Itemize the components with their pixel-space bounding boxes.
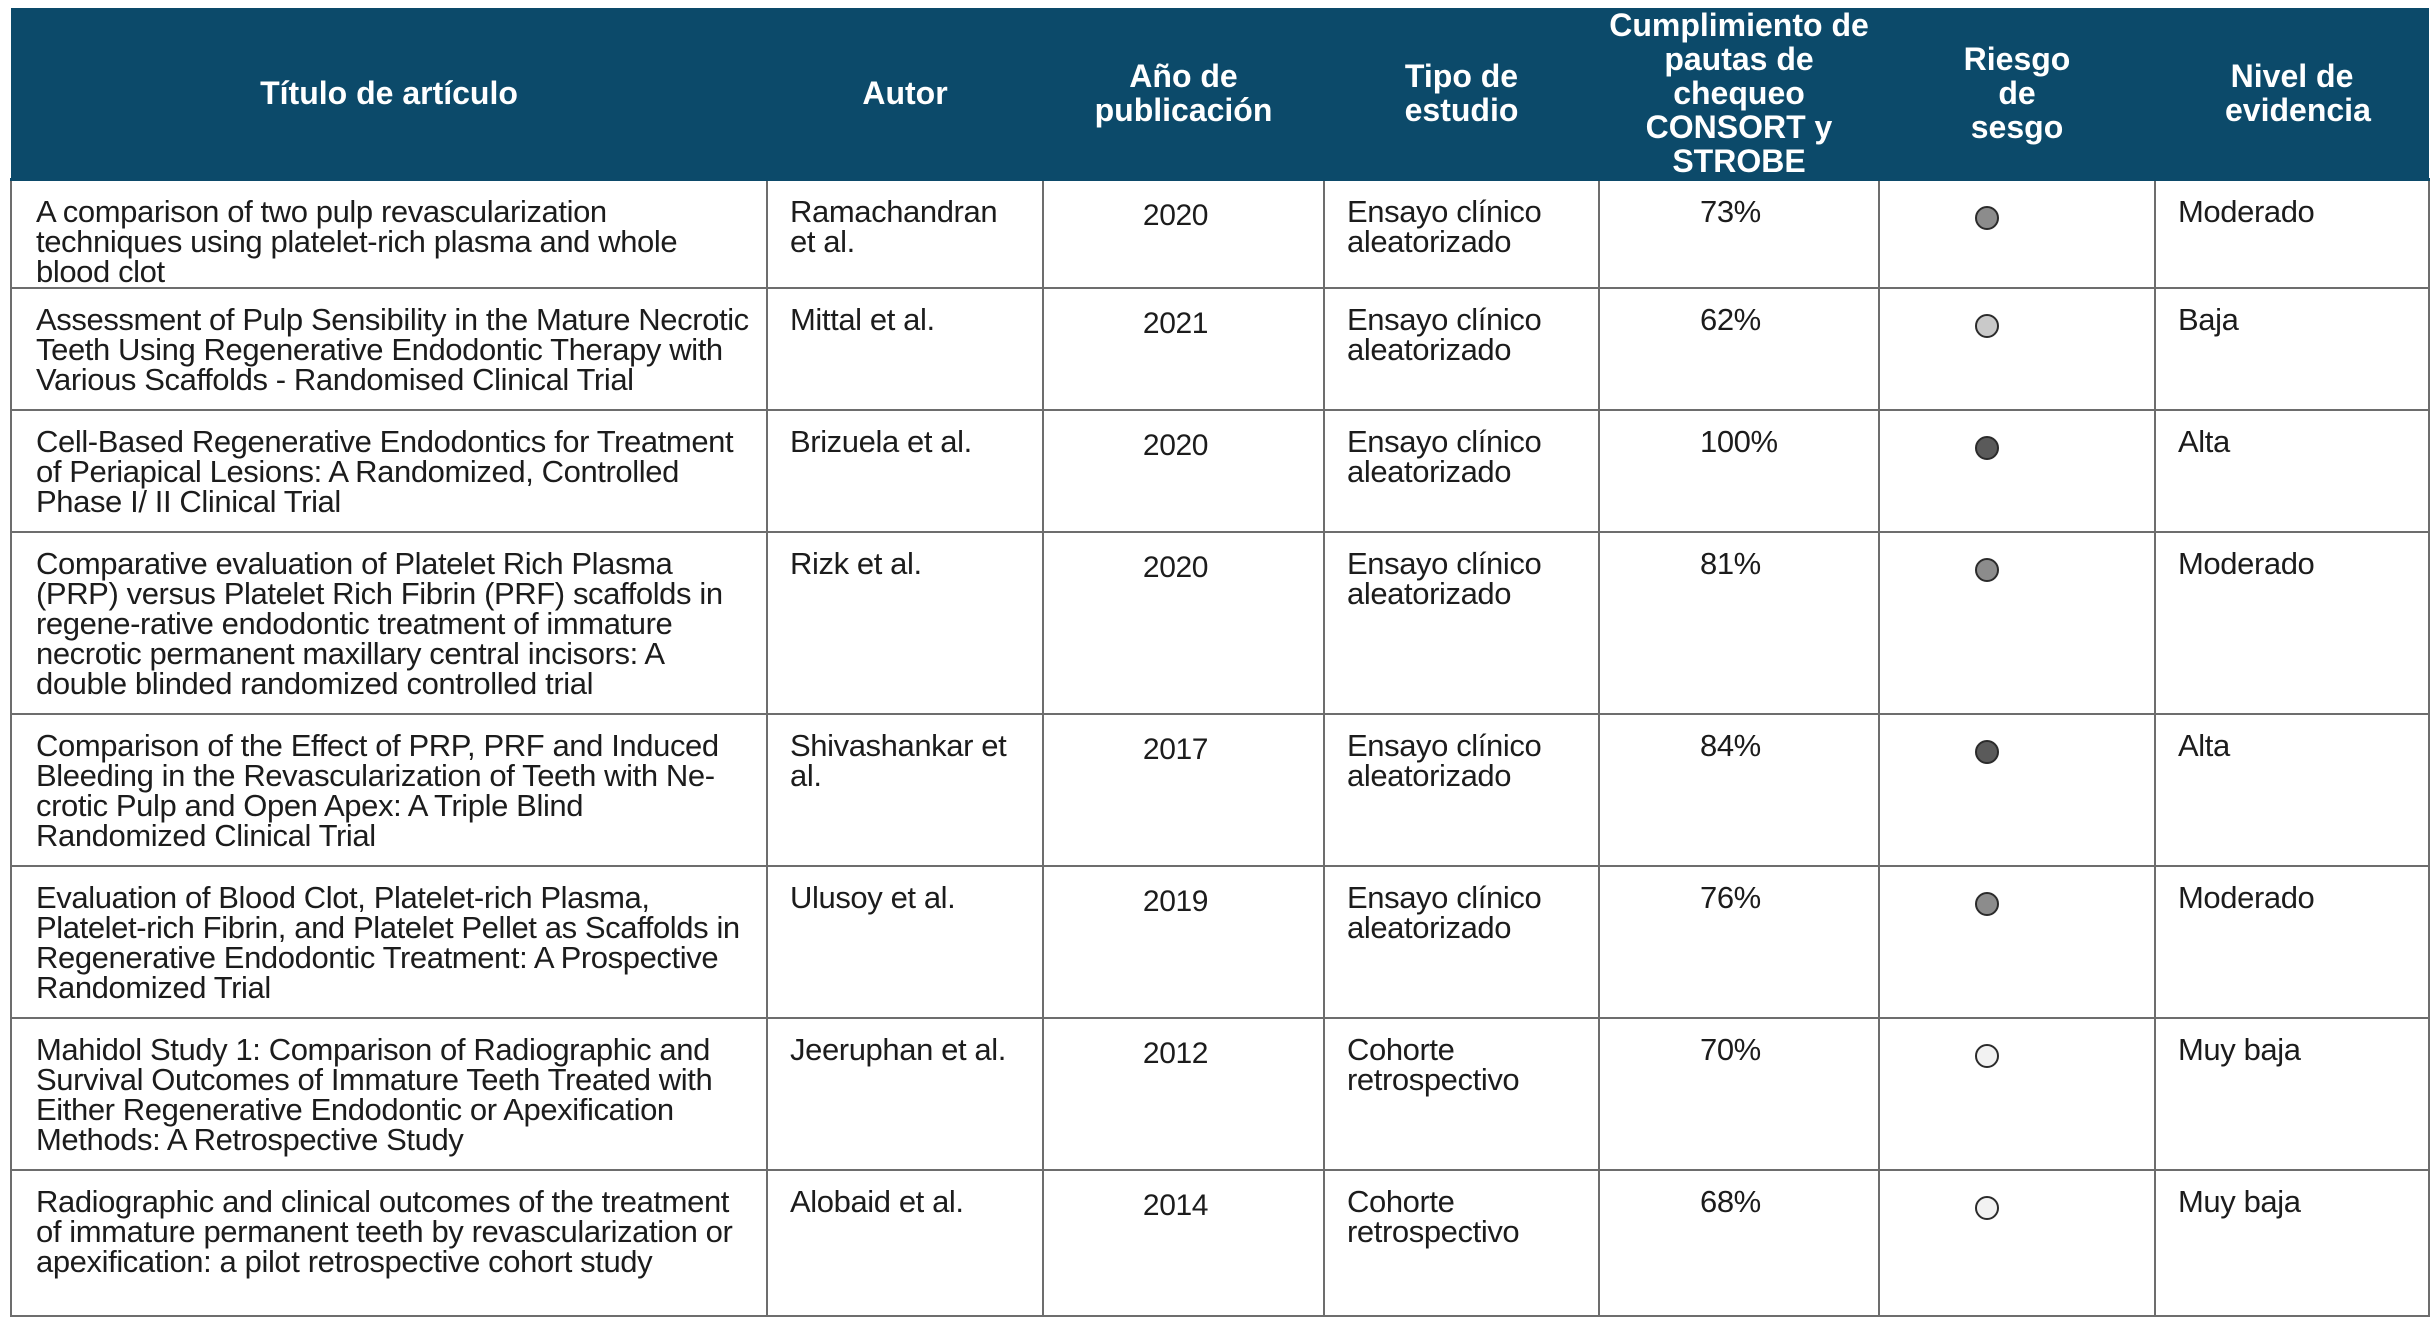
author-cell: Jeeruphan et al.: [766, 1017, 1044, 1171]
compliance-cell: 68%: [1598, 1169, 1880, 1317]
compliance-cell: 76%: [1598, 865, 1880, 1019]
header-risk: Riesgo de sesgo: [1879, 8, 2155, 181]
table-body: A comparison of two pulp revascularizati…: [10, 178, 2430, 1317]
article-title-cell: Comparative evaluation of Platelet Rich …: [10, 531, 768, 715]
evidence-level-cell: Moderado: [2154, 865, 2430, 1019]
evidence-table: Título de artículo Autor Año de publicac…: [10, 8, 2430, 1317]
evidence-level-cell: Muy baja: [2154, 1017, 2430, 1171]
header-level: Nivel de evidencia: [2155, 8, 2429, 181]
study-type-cell: Ensayo clínico aleatorizado: [1323, 409, 1600, 533]
risk-indicator-dot: [1975, 436, 1999, 460]
header-compliance: Cumplimiento de pautas de chequeo CONSOR…: [1599, 8, 1879, 181]
article-title-cell: Radiographic and clinical outcomes of th…: [10, 1169, 768, 1317]
article-title-cell: Assessment of Pulp Sensibility in the Ma…: [10, 287, 768, 411]
evidence-level-cell: Moderado: [2154, 178, 2430, 289]
evidence-level-cell: Moderado: [2154, 531, 2430, 715]
table-row: Cell-Based Regenerative Endodontics for …: [10, 409, 2430, 533]
study-type-cell: Ensayo clínico aleatorizado: [1323, 178, 1600, 289]
compliance-cell: 73%: [1598, 178, 1880, 289]
year-cell: 2017: [1042, 713, 1325, 867]
article-title-cell: Comparison of the Effect of PRP, PRF and…: [10, 713, 768, 867]
compliance-cell: 62%: [1598, 287, 1880, 411]
study-type-cell: Ensayo clínico aleatorizado: [1323, 865, 1600, 1019]
year-cell: 2021: [1042, 287, 1325, 411]
risk-cell: [1878, 409, 2156, 533]
compliance-cell: 81%: [1598, 531, 1880, 715]
table-row: Comparison of the Effect of PRP, PRF and…: [10, 713, 2430, 867]
risk-cell: [1878, 178, 2156, 289]
risk-indicator-dot: [1975, 1196, 1999, 1220]
compliance-cell: 84%: [1598, 713, 1880, 867]
author-cell: Ulusoy et al.: [766, 865, 1044, 1019]
header-title: Título de artículo: [11, 8, 767, 181]
author-cell: Shivashankar et al.: [766, 713, 1044, 867]
year-cell: 2020: [1042, 531, 1325, 715]
risk-indicator-dot: [1975, 892, 1999, 916]
study-type-cell: Ensayo clínico aleatorizado: [1323, 287, 1600, 411]
evidence-level-cell: Muy baja: [2154, 1169, 2430, 1317]
evidence-level-cell: Baja: [2154, 287, 2430, 411]
article-title-cell: Mahidol Study 1: Comparison of Radiograp…: [10, 1017, 768, 1171]
risk-indicator-dot: [1975, 740, 1999, 764]
risk-indicator-dot: [1975, 314, 1999, 338]
study-type-cell: Cohorte retrospectivo: [1323, 1169, 1600, 1317]
risk-cell: [1878, 1017, 2156, 1171]
risk-cell: [1878, 865, 2156, 1019]
header-author: Autor: [767, 8, 1043, 181]
compliance-cell: 70%: [1598, 1017, 1880, 1171]
header-year: Año de publicación: [1043, 8, 1324, 181]
risk-cell: [1878, 287, 2156, 411]
author-cell: Alobaid et al.: [766, 1169, 1044, 1317]
year-cell: 2019: [1042, 865, 1325, 1019]
author-cell: Ramachandran et al.: [766, 178, 1044, 289]
table-row: Evaluation of Blood Clot, Platelet-rich …: [10, 865, 2430, 1019]
evidence-level-cell: Alta: [2154, 713, 2430, 867]
compliance-cell: 100%: [1598, 409, 1880, 533]
risk-indicator-dot: [1975, 206, 1999, 230]
year-cell: 2020: [1042, 409, 1325, 533]
table-row: Comparative evaluation of Platelet Rich …: [10, 531, 2430, 715]
risk-indicator-dot: [1975, 1044, 1999, 1068]
evidence-level-cell: Alta: [2154, 409, 2430, 533]
article-title-cell: Evaluation of Blood Clot, Platelet-rich …: [10, 865, 768, 1019]
article-title-cell: A comparison of two pulp revascularizati…: [10, 178, 768, 289]
header-row: Título de artículo Autor Año de publicac…: [11, 8, 2429, 181]
study-type-cell: Ensayo clínico aleatorizado: [1323, 531, 1600, 715]
year-cell: 2014: [1042, 1169, 1325, 1317]
risk-cell: [1878, 1169, 2156, 1317]
study-type-cell: Ensayo clínico aleatorizado: [1323, 713, 1600, 867]
risk-cell: [1878, 531, 2156, 715]
table-row: Radiographic and clinical outcomes of th…: [10, 1169, 2430, 1317]
study-type-cell: Cohorte retrospectivo: [1323, 1017, 1600, 1171]
table-row: Assessment of Pulp Sensibility in the Ma…: [10, 287, 2430, 411]
author-cell: Brizuela et al.: [766, 409, 1044, 533]
table-row: A comparison of two pulp revascularizati…: [10, 178, 2430, 289]
article-title-cell: Cell-Based Regenerative Endodontics for …: [10, 409, 768, 533]
year-cell: 2020: [1042, 178, 1325, 289]
risk-indicator-dot: [1975, 558, 1999, 582]
year-cell: 2012: [1042, 1017, 1325, 1171]
header-type: Tipo de estudio: [1324, 8, 1599, 181]
author-cell: Mittal et al.: [766, 287, 1044, 411]
author-cell: Rizk et al.: [766, 531, 1044, 715]
table-row: Mahidol Study 1: Comparison of Radiograp…: [10, 1017, 2430, 1171]
risk-cell: [1878, 713, 2156, 867]
